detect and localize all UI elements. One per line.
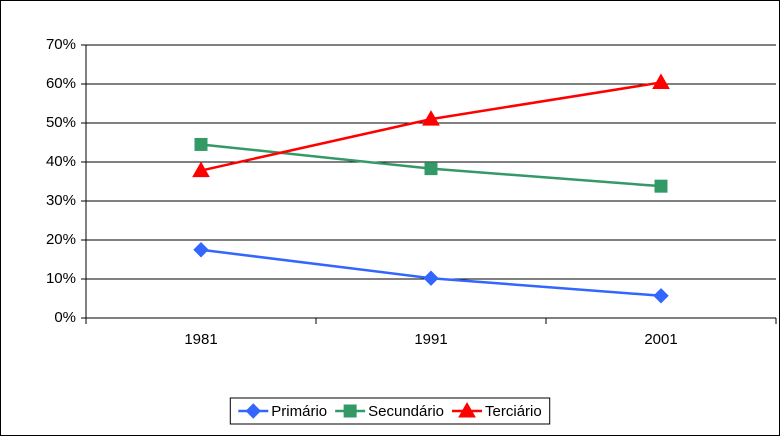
legend-box xyxy=(229,397,551,425)
marker xyxy=(194,137,208,151)
marker xyxy=(423,270,439,286)
marker xyxy=(652,73,670,89)
marker xyxy=(654,179,668,193)
y-tick-label: 40% xyxy=(46,153,76,170)
y-tick-label: 70% xyxy=(46,36,76,53)
marker xyxy=(192,161,210,178)
y-tick-label: 50% xyxy=(46,114,76,131)
y-tick-label: 0% xyxy=(54,309,76,326)
y-tick-label: 10% xyxy=(46,270,76,287)
x-tick-label: 2001 xyxy=(644,331,677,348)
marker xyxy=(193,242,209,258)
marker xyxy=(343,404,357,418)
x-tick-label: 1991 xyxy=(414,331,447,348)
x-tick-label: 1981 xyxy=(184,331,217,348)
marker xyxy=(653,288,669,304)
y-tick-label: 30% xyxy=(46,192,76,209)
legend-label: Secundário xyxy=(368,403,444,420)
marker xyxy=(458,401,476,418)
legend: Primário Secundário Terciário xyxy=(229,397,551,425)
legend-label: Primário xyxy=(271,403,327,420)
marker xyxy=(424,162,438,176)
marker xyxy=(245,403,261,419)
y-tick-label: 20% xyxy=(46,231,76,248)
marker xyxy=(422,110,440,126)
y-tick-label: 60% xyxy=(46,75,76,92)
legend-label: Terciário xyxy=(485,403,542,420)
